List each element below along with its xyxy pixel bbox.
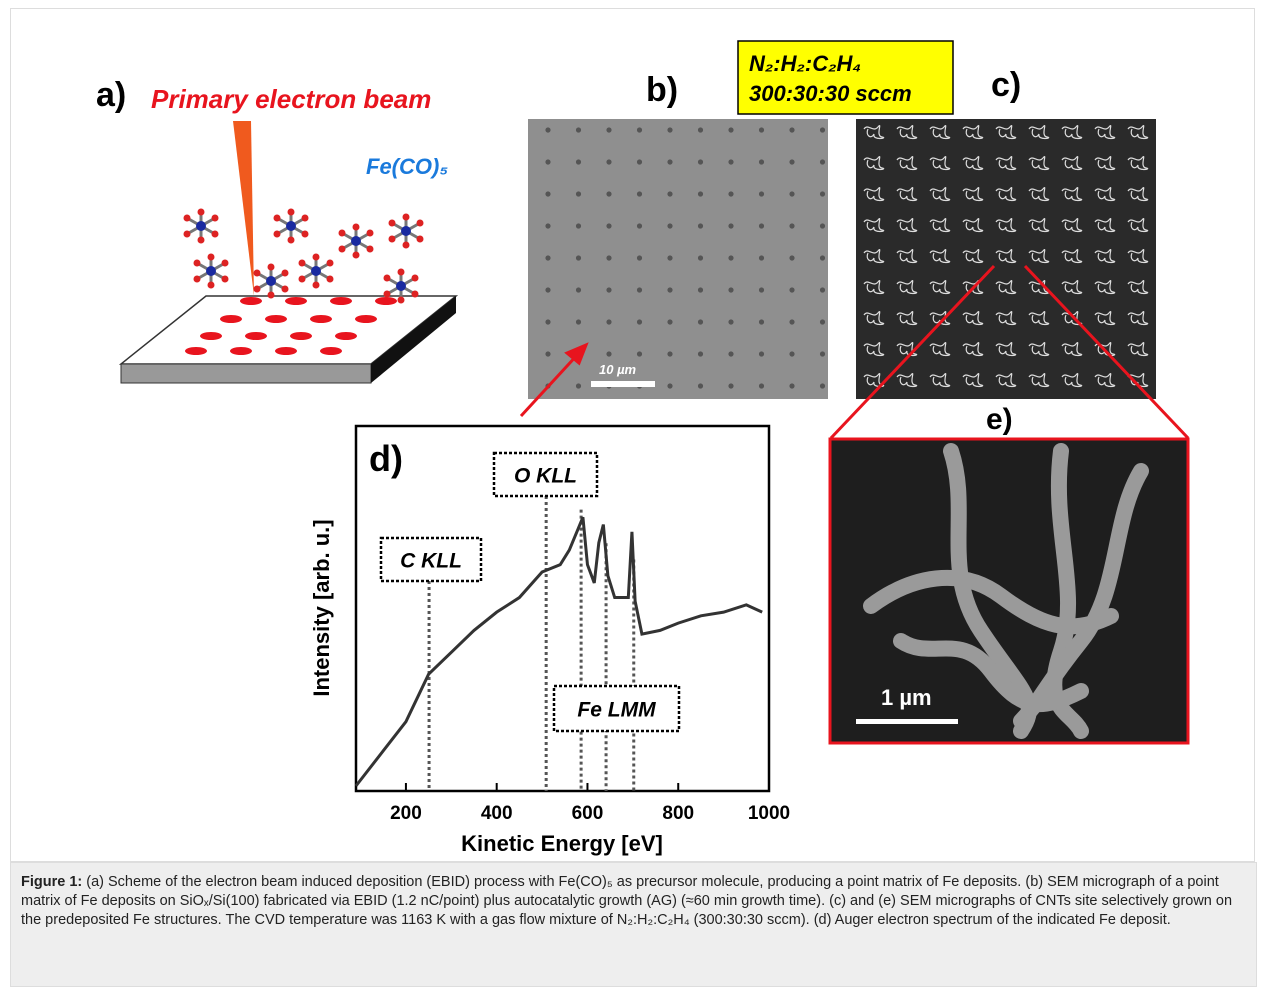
- y-axis-label: Intensity [arb. u.]: [309, 519, 334, 696]
- x-axis-label: Kinetic Energy [eV]: [461, 831, 663, 856]
- gas-flow: 300:30:30 sccm: [749, 81, 912, 106]
- page: a) Primary electron beam Fe(CO)₅ b) 10 µ…: [0, 0, 1265, 992]
- caption-text: (a) Scheme of the electron beam induced …: [21, 874, 1232, 928]
- panel-label: c): [991, 66, 1021, 104]
- panel-label: e): [986, 403, 1013, 436]
- scale-bar: [591, 381, 655, 387]
- panel-label: a): [96, 76, 126, 114]
- beam-label: Primary electron beam: [151, 84, 431, 114]
- x-tick-label: 400: [481, 803, 513, 824]
- figure: a) Primary electron beam Fe(CO)₅ b) 10 µ…: [10, 8, 1255, 862]
- scale-bar-label: 1 µm: [881, 685, 932, 710]
- x-tick-label: 800: [662, 803, 694, 824]
- x-tick-label: 1000: [748, 803, 790, 824]
- gas-mixture: N₂:H₂:C₂H₄: [749, 51, 861, 76]
- x-tick-label: 600: [572, 803, 604, 824]
- annotation-label: Fe LMM: [577, 699, 656, 722]
- caption-label: Figure 1:: [21, 874, 82, 890]
- panel-label: d): [369, 438, 403, 479]
- panel-label: b): [646, 71, 678, 109]
- annotation-label: C KLL: [400, 550, 462, 573]
- scale-bar-label: 10 µm: [599, 362, 637, 377]
- x-tick-label: 200: [390, 803, 422, 824]
- caption: Figure 1: (a) Scheme of the electron bea…: [10, 862, 1257, 987]
- scale-bar: [856, 719, 958, 724]
- annotation-label: O KLL: [514, 465, 577, 488]
- spectrum-chart: d) Kinetic Energy [eV] Intensity [arb. u…: [309, 426, 790, 856]
- precursor-label: Fe(CO)₅: [366, 154, 448, 179]
